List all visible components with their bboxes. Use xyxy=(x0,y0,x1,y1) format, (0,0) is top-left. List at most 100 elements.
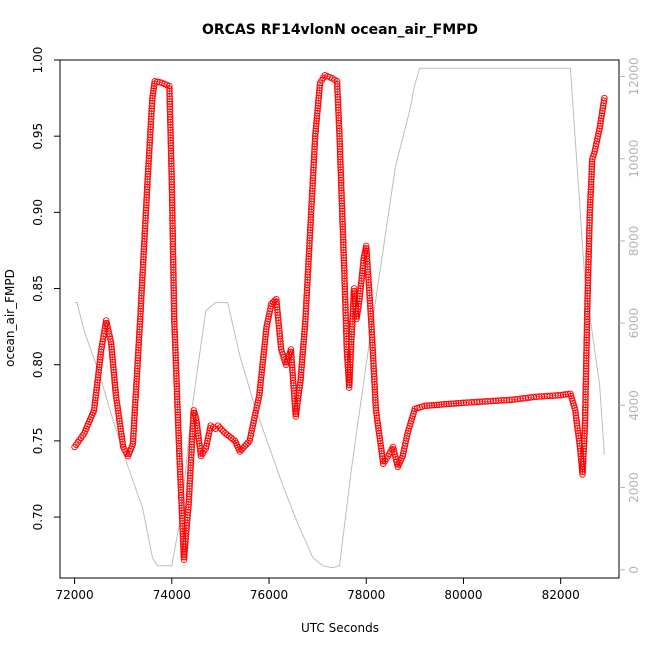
y2-tick-label: 2000 xyxy=(627,472,641,503)
fmpd-data-point xyxy=(111,374,118,381)
fmpd-data-point xyxy=(355,297,363,305)
fmpd-data-point xyxy=(297,369,305,376)
fmpd-data-point xyxy=(580,448,587,455)
fmpd-data-point xyxy=(579,468,586,476)
fmpd-data-point xyxy=(91,399,99,407)
fmpd-data-point xyxy=(586,206,594,214)
fmpd-data-point xyxy=(299,353,306,361)
fmpd-data-point xyxy=(587,193,594,201)
fmpd-data-point xyxy=(91,397,99,404)
y-axis-label: ocean_air_FMPD xyxy=(3,269,17,367)
fmpd-data-point xyxy=(588,176,595,183)
fmpd-data-point xyxy=(313,112,321,120)
fmpd-data-point xyxy=(256,384,264,391)
fmpd-data-point xyxy=(170,264,177,271)
fmpd-data-point xyxy=(351,292,358,300)
fmpd-data-point xyxy=(587,198,594,206)
fmpd-data-point xyxy=(262,330,270,338)
fmpd-data-point xyxy=(337,174,345,181)
fmpd-data-point xyxy=(573,422,581,429)
fmpd-data-point xyxy=(171,326,178,333)
fmpd-data-point xyxy=(225,433,233,440)
fmpd-data-point xyxy=(346,363,354,371)
fmpd-data-point xyxy=(243,441,250,448)
fmpd-data-point xyxy=(313,117,320,125)
fmpd-data-point xyxy=(299,348,307,356)
fmpd-data-point xyxy=(139,266,147,274)
fmpd-data-point xyxy=(347,348,355,356)
fmpd-data-point xyxy=(347,353,354,361)
fmpd-data-point xyxy=(359,262,367,269)
fmpd-data-point xyxy=(348,330,355,338)
fmpd-data-point xyxy=(347,346,355,353)
fmpd-data-point xyxy=(597,117,605,125)
fmpd-data-point xyxy=(312,130,319,137)
fmpd-data-point xyxy=(348,320,356,328)
fmpd-data-point xyxy=(314,107,321,115)
fmpd-data-point xyxy=(301,328,308,335)
fmpd-data-point xyxy=(315,94,322,102)
fmpd-data-point xyxy=(259,363,266,371)
fmpd-data-point xyxy=(347,361,354,368)
fmpd-data-point xyxy=(298,358,306,366)
fmpd-data-point xyxy=(110,366,117,374)
fmpd-data-point xyxy=(257,379,264,386)
fmpd-data-point xyxy=(374,417,381,424)
fmpd-data-point xyxy=(92,389,100,396)
fmpd-data-point xyxy=(350,285,358,292)
fmpd-data-point xyxy=(337,176,345,184)
fmpd-data-point xyxy=(423,402,431,409)
fmpd-data-point xyxy=(579,463,587,470)
y-tick-label: 0.90 xyxy=(31,199,45,226)
fmpd-data-point xyxy=(170,302,178,310)
fmpd-data-point xyxy=(357,280,365,287)
fmpd-data-point xyxy=(261,343,268,351)
fmpd-data-point xyxy=(345,384,353,391)
fmpd-data-point xyxy=(443,400,450,408)
fmpd-data-point xyxy=(176,450,183,457)
fmpd-data-point xyxy=(445,400,453,408)
fmpd-data-point xyxy=(97,351,104,358)
fmpd-data-point xyxy=(301,320,309,328)
fmpd-data-point xyxy=(95,366,103,374)
fmpd-data-point xyxy=(300,336,308,343)
y-tick-label: 0.70 xyxy=(31,504,45,531)
y-tick-label: 0.75 xyxy=(31,428,45,455)
y2-tick-label: 10000 xyxy=(627,140,641,178)
fmpd-data-point xyxy=(392,453,399,461)
fmpd-data-point xyxy=(572,407,579,414)
x-tick-label: 82000 xyxy=(542,588,580,602)
fmpd-data-point xyxy=(572,409,579,417)
fmpd-data-point xyxy=(348,338,355,346)
fmpd-data-point xyxy=(169,225,176,232)
fmpd-data-point xyxy=(348,323,356,330)
fmpd-data-point xyxy=(336,135,343,143)
fmpd-data-point xyxy=(96,358,104,366)
fmpd-data-point xyxy=(261,341,268,348)
fmpd-data-point xyxy=(176,453,183,460)
fmpd-data-point xyxy=(346,366,354,374)
fmpd-data-point xyxy=(137,310,144,318)
fmpd-data-point xyxy=(431,401,438,409)
fmpd-data-point xyxy=(314,110,321,117)
fmpd-data-point xyxy=(587,181,595,188)
fmpd-data-point xyxy=(580,440,588,447)
fmpd-data-point xyxy=(153,78,161,86)
fmpd-data-point xyxy=(316,87,323,94)
fmpd-data-point xyxy=(176,471,184,478)
fmpd-data-point xyxy=(312,125,320,132)
fmpd-data-point xyxy=(298,361,306,368)
x-tick-label: 72000 xyxy=(55,588,93,602)
fmpd-data-point xyxy=(581,430,588,437)
fmpd-data-point xyxy=(315,97,322,104)
fmpd-data-point xyxy=(259,361,266,368)
fmpd-data-point xyxy=(195,435,202,442)
fmpd-data-point xyxy=(149,90,157,97)
fmpd-data-point xyxy=(356,295,363,302)
fmpd-data-point xyxy=(373,409,380,417)
fmpd-data-point xyxy=(582,383,589,390)
fmpd-data-point xyxy=(311,132,319,140)
fmpd-data-point xyxy=(356,290,364,297)
fmpd-data-point xyxy=(214,422,222,429)
fmpd-data-point xyxy=(140,248,148,255)
